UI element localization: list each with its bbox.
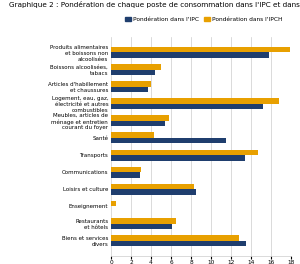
Bar bbox=[111, 81, 151, 87]
Bar bbox=[111, 98, 279, 104]
Bar bbox=[111, 218, 176, 224]
Bar bbox=[111, 47, 290, 52]
Bar bbox=[111, 201, 116, 206]
Bar bbox=[111, 235, 239, 241]
Bar bbox=[111, 155, 245, 161]
Bar bbox=[111, 115, 169, 121]
Bar bbox=[111, 64, 161, 69]
Bar bbox=[111, 133, 154, 138]
Text: Graphique 2 : Pondération de chaque poste de consommation dans l'IPC et dans l'I: Graphique 2 : Pondération de chaque post… bbox=[9, 1, 300, 8]
Bar bbox=[111, 172, 140, 178]
Bar bbox=[111, 52, 269, 58]
Bar bbox=[111, 224, 172, 229]
Bar bbox=[111, 167, 141, 172]
Bar bbox=[111, 241, 246, 246]
Bar bbox=[111, 150, 258, 155]
Bar bbox=[111, 121, 165, 126]
Bar bbox=[111, 189, 196, 195]
Bar bbox=[111, 87, 148, 92]
Bar bbox=[111, 104, 263, 109]
Bar bbox=[111, 69, 155, 75]
Legend: Pondération dans l'IPC, Pondération dans l'IPCH: Pondération dans l'IPC, Pondération dans… bbox=[123, 15, 285, 25]
Bar bbox=[111, 138, 226, 143]
Bar bbox=[111, 184, 194, 189]
